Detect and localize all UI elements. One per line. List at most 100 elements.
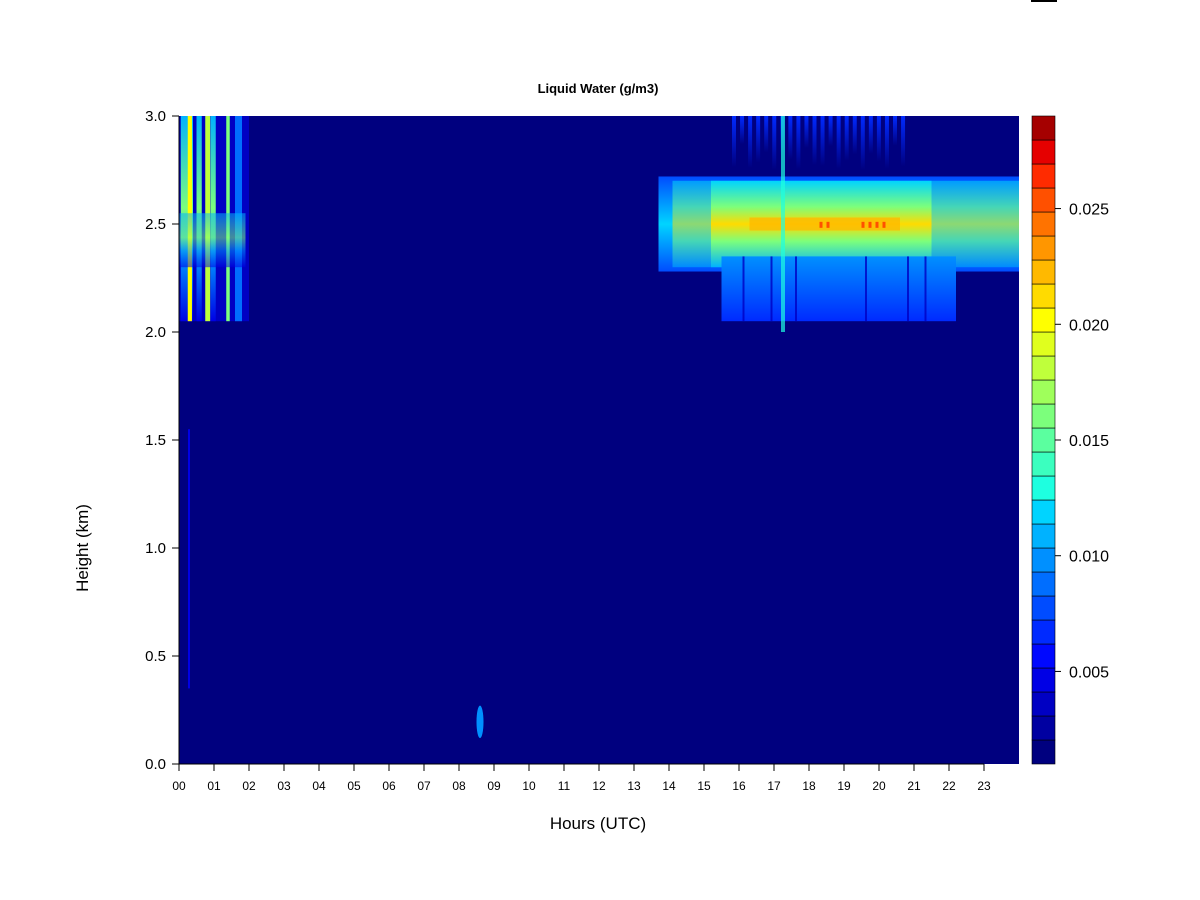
x-tick-label: 23 — [977, 779, 991, 793]
y-tick-label: 0.5 — [145, 648, 166, 665]
colorbar-swatch — [1031, 115, 1056, 141]
x-tick-label: 22 — [942, 779, 956, 793]
feature-upper-cloud-streaks — [893, 116, 897, 146]
y-axis: 0.0 0.5 1.0 1.5 2.0 2.5 3.0 — [145, 108, 180, 773]
colorbar-swatch — [1031, 211, 1056, 237]
feature-upper-cloud-streaks — [756, 116, 761, 163]
colorbar-tick-label: 0.025 — [1069, 202, 1109, 219]
colorbar-swatch — [1031, 379, 1056, 405]
feature-upper-cloud-streaks — [812, 116, 817, 166]
x-tick-label: 17 — [767, 779, 781, 793]
x-tick-label: 12 — [592, 779, 606, 793]
colorbar-swatch — [1031, 355, 1056, 381]
x-tick-label: 20 — [872, 779, 886, 793]
feature-lower-cloud-extension-gap — [770, 256, 773, 322]
feature-upper-cloud-streaks — [836, 116, 841, 169]
top-edge-mark — [1031, 0, 1057, 2]
feature-lower-cloud-extension-gap — [865, 256, 867, 322]
core-peak-mark — [875, 221, 879, 228]
feature-lower-cloud-extension-gap — [907, 256, 909, 322]
colorbar-swatch — [1031, 619, 1056, 645]
feature-upper-cloud-streaks — [844, 116, 849, 161]
feature-upper-cloud-streaks — [852, 116, 857, 155]
colorbar-swatch — [1031, 643, 1056, 669]
feature-upper-cloud-streaks — [860, 116, 865, 170]
feature-upper-cloud-streaks — [748, 116, 753, 169]
y-tick-label: 3.0 — [145, 108, 166, 125]
x-tick-label: 06 — [382, 779, 396, 793]
x-tick-label: 11 — [558, 779, 571, 793]
feature-lower-cloud-extension-gap — [795, 256, 797, 322]
y-tick-label: 2.0 — [145, 324, 166, 341]
feature-upper-cloud-streaks — [740, 116, 745, 145]
x-tick-label: 19 — [837, 779, 851, 793]
colorbar-swatch — [1031, 139, 1056, 165]
feature-surface-blip — [476, 705, 484, 739]
feature-upper-cloud-streaks — [884, 116, 889, 169]
colorbar-swatch — [1031, 547, 1056, 573]
x-tick-label: 21 — [907, 779, 921, 793]
x-tick-label: 02 — [242, 779, 256, 793]
colorbar-swatch — [1031, 571, 1056, 597]
x-tick-label: 14 — [662, 779, 676, 793]
colorbar-swatch — [1031, 475, 1056, 501]
feature-upper-cloud-streaks — [804, 116, 809, 148]
feature-upper-cloud-streaks — [901, 116, 906, 167]
feature-upper-cloud-streaks — [820, 116, 825, 167]
core-peak-mark — [868, 221, 872, 228]
colorbar-swatch — [1031, 187, 1056, 213]
colorbar-swatch — [1031, 499, 1056, 525]
y-tick-label: 1.5 — [145, 432, 166, 449]
colorbar-swatch — [1031, 739, 1056, 765]
colorbar-swatch — [1031, 403, 1056, 429]
colorbar: 0.005 0.010 0.015 0.020 0.025 — [1031, 115, 1109, 765]
colorbar-swatch — [1031, 235, 1056, 261]
x-tick-label: 09 — [487, 779, 501, 793]
x-tick-label: 07 — [417, 779, 431, 793]
x-axis: 00 01 02 03 04 05 06 07 08 09 10 11 12 13 14 15 16 17 18 19… — [172, 763, 991, 793]
colorbar-swatch — [1031, 307, 1056, 333]
colorbar-tick-label: 0.020 — [1069, 317, 1109, 334]
y-tick-label: 1.0 — [145, 540, 166, 557]
colorbar-swatch — [1031, 259, 1056, 285]
colorbar-tick-label: 0.005 — [1069, 664, 1109, 681]
colorbar-swatch — [1031, 283, 1056, 309]
colorbar-swatch — [1031, 667, 1056, 693]
feature-upper-cloud-streaks-bright — [781, 116, 785, 332]
feature-lower-cloud-extension-gap — [742, 256, 745, 322]
heatmap-field — [179, 116, 1019, 764]
feature-upper-cloud-streaks — [876, 116, 881, 162]
feature-upper-cloud-streaks — [764, 116, 769, 153]
x-tick-label: 13 — [627, 779, 641, 793]
x-tick-label: 05 — [347, 779, 361, 793]
colorbar-tick-label: 0.015 — [1069, 433, 1109, 450]
core-peak-mark — [861, 221, 865, 228]
feature-upper-cloud-streaks — [772, 116, 777, 170]
x-tick-label: 16 — [732, 779, 746, 793]
x-tick-label: 15 — [697, 779, 711, 793]
x-tick-label: 00 — [172, 779, 186, 793]
feature-upper-cloud-streaks — [868, 116, 873, 154]
chart-title: Liquid Water (g/m3) — [538, 81, 659, 96]
x-axis-label: Hours (UTC) — [550, 814, 646, 833]
y-axis-label: Height (km) — [73, 504, 92, 592]
colorbar-swatch — [1031, 523, 1056, 549]
x-tick-label: 10 — [522, 779, 536, 793]
feature-early-cloud-layer-band — [179, 213, 246, 268]
colorbar-swatch — [1031, 595, 1056, 621]
y-tick-label: 0.0 — [145, 756, 166, 773]
x-tick-label: 03 — [277, 779, 291, 793]
colorbar-swatch — [1031, 451, 1056, 477]
feature-lower-cloud-extension — [721, 256, 956, 322]
feature-upper-cloud-streaks — [828, 116, 833, 147]
feature-upper-cloud-streaks — [732, 116, 736, 168]
core-peak-mark — [819, 221, 823, 228]
x-tick-label: 04 — [312, 779, 326, 793]
colorbar-swatch — [1031, 163, 1056, 189]
low-level-streak — [188, 429, 190, 689]
feature-upper-cloud-streaks — [796, 116, 801, 170]
colorbar-swatch — [1031, 427, 1056, 453]
core-peak-mark — [826, 221, 830, 228]
colorbar-swatch — [1031, 331, 1056, 357]
